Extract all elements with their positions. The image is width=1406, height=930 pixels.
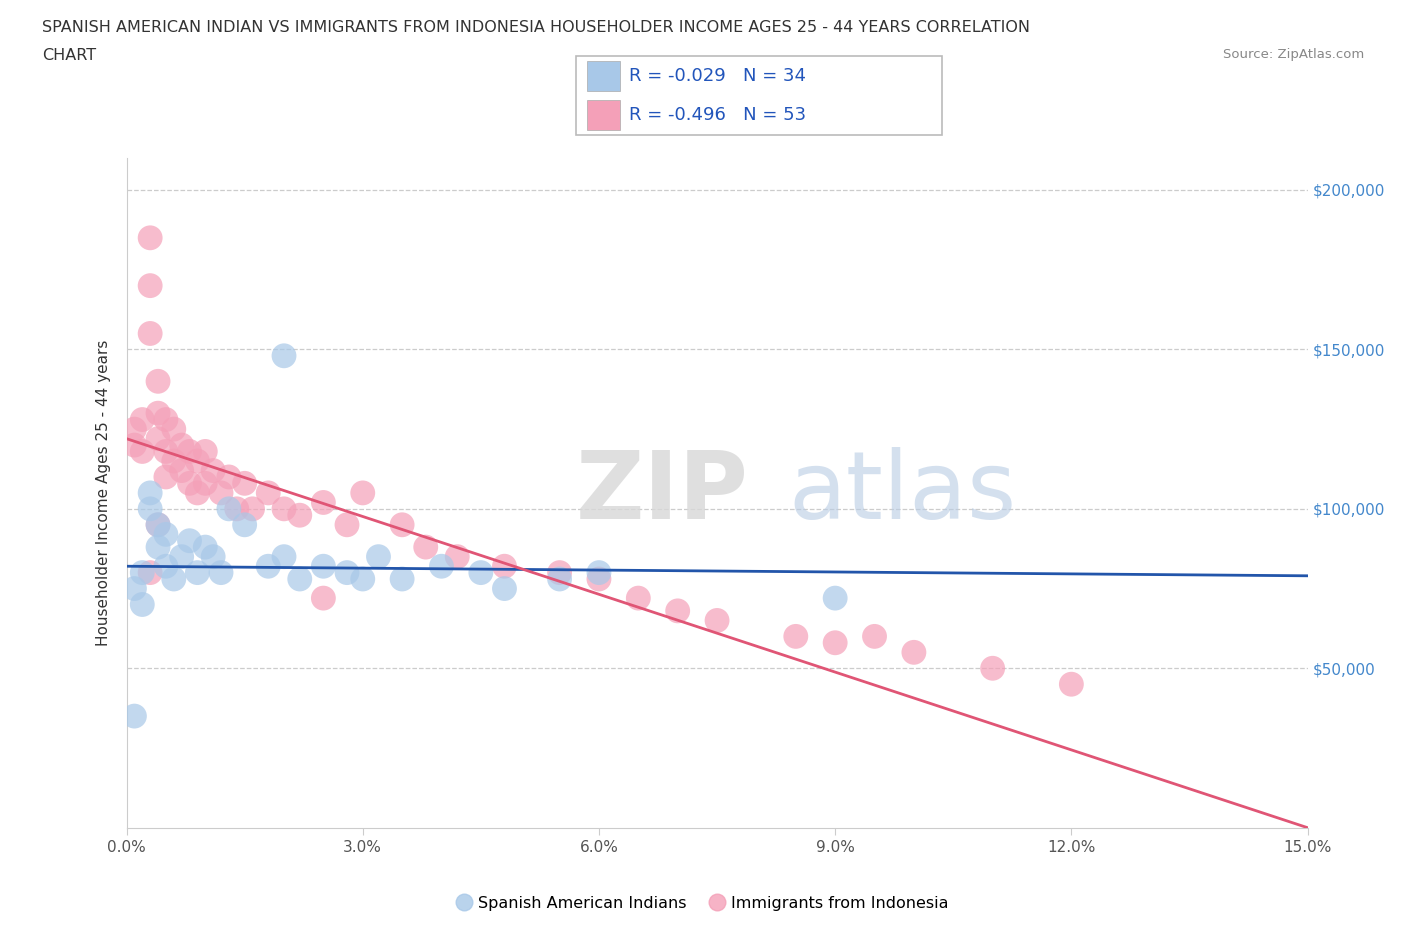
Point bbox=[186, 454, 208, 469]
Point bbox=[1060, 677, 1083, 692]
Point bbox=[824, 591, 846, 605]
Text: R = -0.496   N = 53: R = -0.496 N = 53 bbox=[630, 106, 807, 124]
Point bbox=[903, 644, 925, 659]
Point bbox=[352, 572, 374, 587]
Y-axis label: Householder Income Ages 25 - 44 years: Householder Income Ages 25 - 44 years bbox=[96, 339, 111, 646]
Point bbox=[146, 517, 169, 532]
Point bbox=[146, 432, 169, 446]
Point bbox=[163, 421, 186, 436]
Point bbox=[146, 405, 169, 420]
Point bbox=[233, 476, 256, 491]
Point bbox=[139, 565, 162, 580]
Point bbox=[288, 508, 311, 523]
Point bbox=[163, 572, 186, 587]
Point bbox=[209, 565, 232, 580]
Point bbox=[131, 444, 153, 458]
Point bbox=[548, 572, 571, 587]
Point bbox=[588, 565, 610, 580]
Point bbox=[415, 539, 437, 554]
Point bbox=[155, 412, 177, 427]
Point bbox=[257, 559, 280, 574]
Point bbox=[139, 278, 162, 293]
Point bbox=[131, 565, 153, 580]
Bar bbox=[588, 60, 620, 90]
Point bbox=[312, 559, 335, 574]
Point bbox=[131, 412, 153, 427]
Point bbox=[170, 463, 193, 478]
Point bbox=[139, 485, 162, 500]
Point bbox=[218, 501, 240, 516]
Point bbox=[785, 629, 807, 644]
Point bbox=[124, 438, 146, 453]
Point bbox=[194, 539, 217, 554]
Point bbox=[548, 565, 571, 580]
Point bbox=[336, 565, 359, 580]
Point bbox=[494, 581, 516, 596]
Point bbox=[666, 604, 689, 618]
Point bbox=[179, 533, 201, 548]
Point bbox=[146, 374, 169, 389]
Text: atlas: atlas bbox=[787, 447, 1017, 538]
Point bbox=[179, 444, 201, 458]
Point bbox=[233, 517, 256, 532]
Point bbox=[981, 661, 1004, 676]
Point bbox=[186, 485, 208, 500]
Text: Source: ZipAtlas.com: Source: ZipAtlas.com bbox=[1223, 48, 1364, 61]
Point bbox=[336, 517, 359, 532]
Point bbox=[273, 349, 295, 364]
Point bbox=[863, 629, 886, 644]
Point bbox=[155, 559, 177, 574]
Point bbox=[163, 454, 186, 469]
Text: ZIP: ZIP bbox=[575, 447, 748, 538]
Point bbox=[186, 565, 208, 580]
Point bbox=[824, 635, 846, 650]
Point bbox=[312, 591, 335, 605]
Point bbox=[627, 591, 650, 605]
Point bbox=[194, 476, 217, 491]
Text: CHART: CHART bbox=[42, 48, 96, 63]
Point bbox=[706, 613, 728, 628]
Point bbox=[170, 550, 193, 565]
Legend: Spanish American Indians, Immigrants from Indonesia: Spanish American Indians, Immigrants fro… bbox=[451, 889, 955, 917]
Point bbox=[202, 550, 225, 565]
Point bbox=[155, 527, 177, 542]
Point bbox=[367, 550, 389, 565]
Point bbox=[124, 581, 146, 596]
Point bbox=[209, 485, 232, 500]
Point bbox=[242, 501, 264, 516]
Point bbox=[470, 565, 492, 580]
Point bbox=[288, 572, 311, 587]
Point bbox=[139, 326, 162, 341]
Point bbox=[273, 550, 295, 565]
Point bbox=[194, 444, 217, 458]
Text: R = -0.029   N = 34: R = -0.029 N = 34 bbox=[630, 67, 807, 85]
Bar bbox=[588, 100, 620, 130]
Point bbox=[494, 559, 516, 574]
Point bbox=[218, 470, 240, 485]
Point bbox=[391, 517, 413, 532]
Point bbox=[139, 501, 162, 516]
Point bbox=[179, 476, 201, 491]
Point bbox=[146, 539, 169, 554]
Point bbox=[430, 559, 453, 574]
Point bbox=[446, 550, 468, 565]
Point bbox=[391, 572, 413, 587]
Point bbox=[202, 463, 225, 478]
Point bbox=[225, 501, 247, 516]
Point bbox=[124, 421, 146, 436]
Point bbox=[155, 470, 177, 485]
Point bbox=[139, 231, 162, 246]
Point bbox=[131, 597, 153, 612]
Point bbox=[170, 438, 193, 453]
Point bbox=[146, 517, 169, 532]
Point bbox=[273, 501, 295, 516]
Point bbox=[588, 572, 610, 587]
Point bbox=[155, 444, 177, 458]
Point bbox=[352, 485, 374, 500]
Point bbox=[257, 485, 280, 500]
Point bbox=[312, 495, 335, 510]
Text: SPANISH AMERICAN INDIAN VS IMMIGRANTS FROM INDONESIA HOUSEHOLDER INCOME AGES 25 : SPANISH AMERICAN INDIAN VS IMMIGRANTS FR… bbox=[42, 20, 1031, 35]
Point bbox=[124, 709, 146, 724]
